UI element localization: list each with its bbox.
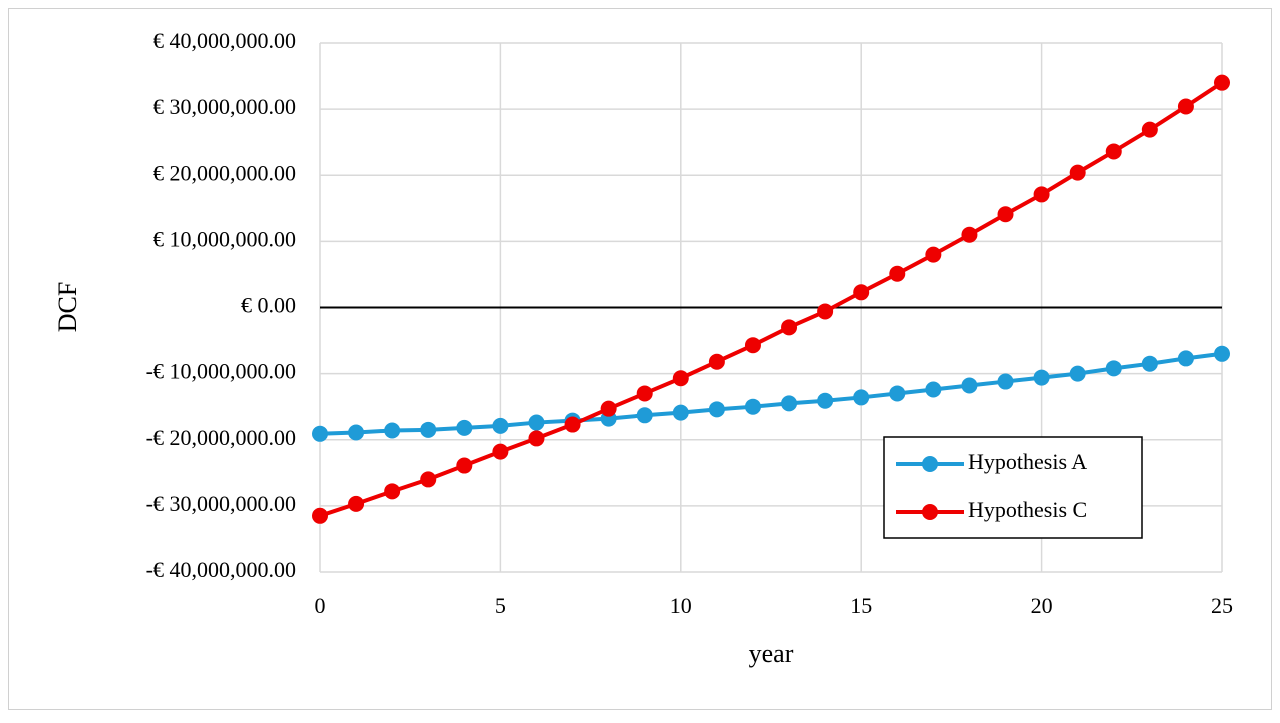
data-point — [456, 457, 473, 474]
data-point — [744, 337, 761, 354]
data-point — [636, 407, 653, 424]
y-tick-label: € 0.00 — [241, 293, 296, 318]
data-point — [312, 425, 328, 442]
data-point — [456, 419, 473, 436]
legend-marker — [922, 504, 938, 520]
data-point — [781, 395, 798, 412]
data-point — [925, 381, 942, 398]
x-axis-title: year — [749, 639, 794, 668]
data-point — [384, 483, 401, 500]
legend-marker — [922, 456, 938, 472]
data-point — [420, 421, 437, 438]
y-tick-label: € 30,000,000.00 — [153, 94, 296, 119]
data-point — [1033, 186, 1050, 203]
x-tick-label: 10 — [670, 593, 692, 618]
legend-box — [883, 436, 1143, 539]
data-point — [1214, 74, 1230, 91]
y-tick-label: € 40,000,000.00 — [153, 28, 296, 53]
data-point — [600, 400, 617, 417]
data-point — [1033, 369, 1050, 386]
data-point — [997, 373, 1014, 390]
x-tick-label: 0 — [315, 593, 326, 618]
data-point — [420, 471, 437, 488]
y-tick-label: -€ 20,000,000.00 — [146, 425, 296, 450]
data-point — [1141, 355, 1158, 372]
y-tick-label: € 20,000,000.00 — [153, 160, 296, 185]
data-point — [1069, 365, 1086, 382]
x-tick-label: 25 — [1211, 593, 1233, 618]
data-point — [672, 370, 689, 387]
legend-label: Hypothesis A — [968, 449, 1087, 474]
data-point — [528, 414, 545, 431]
data-point — [1177, 350, 1194, 367]
data-point — [889, 265, 906, 282]
y-tick-label: -€ 30,000,000.00 — [146, 491, 296, 516]
data-point — [925, 246, 942, 263]
data-point — [1105, 360, 1122, 377]
data-point — [961, 226, 978, 243]
data-point — [853, 389, 870, 406]
data-point — [672, 404, 689, 421]
data-point — [1214, 345, 1230, 362]
data-point — [312, 507, 328, 524]
data-point — [1141, 121, 1158, 138]
data-point — [492, 443, 509, 460]
data-point — [708, 353, 725, 370]
x-tick-label: 15 — [850, 593, 872, 618]
chart-frame — [8, 8, 1272, 710]
data-point — [1177, 98, 1194, 115]
x-tick-label: 5 — [495, 593, 506, 618]
data-point — [384, 422, 401, 439]
data-point — [1069, 164, 1086, 181]
data-point — [528, 430, 545, 447]
data-point — [744, 398, 761, 415]
data-point — [889, 385, 906, 402]
x-tick-label: 20 — [1031, 593, 1053, 618]
data-point — [817, 303, 834, 320]
data-point — [853, 284, 870, 301]
y-axis-title: DCF — [53, 282, 82, 333]
data-point — [348, 495, 365, 512]
data-point — [961, 377, 978, 394]
data-point — [781, 319, 798, 336]
data-point — [492, 417, 509, 434]
data-point — [708, 401, 725, 418]
data-point — [564, 416, 581, 433]
y-tick-label: -€ 40,000,000.00 — [146, 557, 296, 582]
legend-label: Hypothesis C — [968, 497, 1087, 522]
data-point — [817, 392, 834, 409]
y-tick-label: -€ 10,000,000.00 — [146, 359, 296, 384]
y-tick-label: € 10,000,000.00 — [153, 226, 296, 251]
data-point — [636, 385, 653, 402]
data-point — [997, 206, 1014, 223]
data-point — [348, 424, 365, 441]
data-point — [1105, 143, 1122, 160]
